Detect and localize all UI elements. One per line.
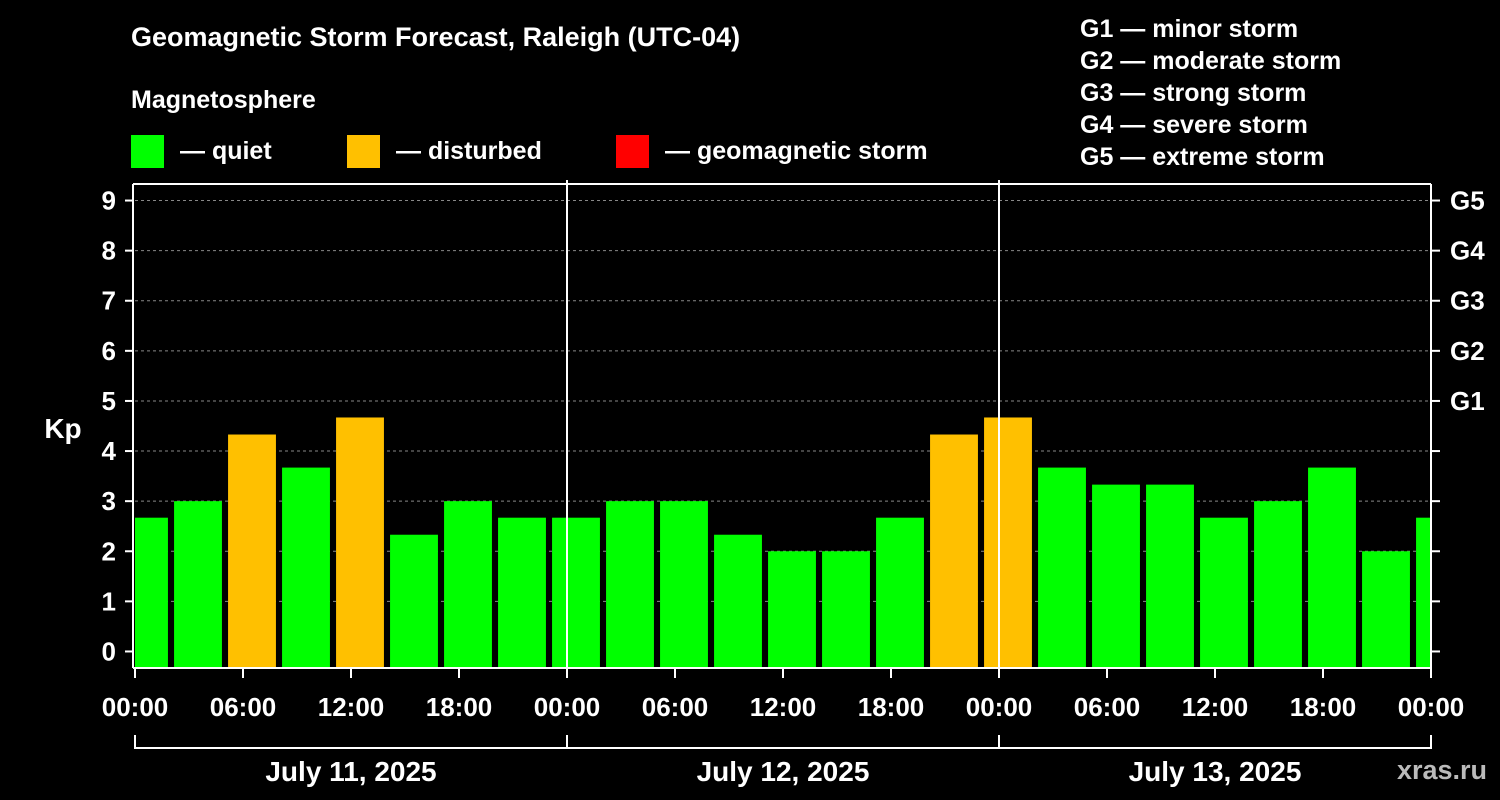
bar-8	[552, 517, 600, 668]
xtick-label-12: 00:00	[1398, 692, 1465, 722]
legend-quiet-label: — quiet	[180, 136, 272, 165]
bar-5	[390, 534, 438, 668]
bar-21	[1254, 501, 1302, 668]
legend-quiet: — quiet	[131, 134, 272, 168]
ytick-label-6: 6	[102, 336, 116, 366]
y-axis-label: Kp	[44, 413, 81, 444]
xtick-label-6: 12:00	[750, 692, 817, 722]
xtick-label-8: 00:00	[966, 692, 1033, 722]
right-label-g3: G3	[1450, 286, 1485, 316]
bar-10	[660, 501, 708, 668]
day-label-1: July 12, 2025	[697, 756, 870, 787]
xtick-label-3: 18:00	[426, 692, 493, 722]
g1-legend: G1 — minor storm	[1080, 15, 1299, 43]
g-scale-legend: G1 — minor storm G2 — moderate storm G3 …	[1080, 13, 1341, 173]
legend-storm: — geomagnetic storm	[616, 134, 928, 168]
watermark: xras.ru	[1396, 755, 1487, 785]
xtick-label-10: 12:00	[1182, 692, 1249, 722]
bar-17	[1038, 467, 1086, 668]
g3-legend: G3 — strong storm	[1080, 79, 1307, 107]
bar-13	[822, 551, 870, 668]
bar-6	[444, 501, 492, 668]
ytick-label-7: 7	[102, 286, 116, 316]
xtick-label-5: 06:00	[642, 692, 709, 722]
day-label-2: July 13, 2025	[1129, 756, 1302, 787]
bar-18	[1092, 484, 1140, 668]
bar-4	[336, 417, 384, 668]
right-label-g5: G5	[1450, 186, 1485, 216]
right-label-g2: G2	[1450, 336, 1485, 366]
g5-legend: G5 — extreme storm	[1080, 143, 1325, 171]
legend-heading: Magnetosphere	[131, 86, 316, 114]
bar-7	[498, 517, 546, 668]
legend-storm-label: — geomagnetic storm	[665, 136, 928, 165]
ytick-label-5: 5	[102, 386, 116, 416]
xtick-label-11: 18:00	[1290, 692, 1357, 722]
ytick-label-0: 0	[102, 636, 116, 666]
ytick-label-8: 8	[102, 236, 116, 266]
legend-quiet-swatch	[131, 134, 164, 168]
xtick-label-9: 06:00	[1074, 692, 1141, 722]
legend-disturbed-swatch	[347, 134, 380, 168]
ytick-label-4: 4	[102, 436, 117, 466]
axes: 0 1 2 3 4 5 6 7 8 9 G1 G2 G3 G4 G5 Kp 00:00 06:00 12:00 18:…	[44, 186, 1485, 787]
bar-16	[984, 417, 1032, 668]
right-label-g4: G4	[1450, 236, 1485, 266]
bar-22	[1308, 467, 1356, 668]
bar-3	[282, 467, 330, 668]
bar-12	[768, 551, 816, 668]
bar-series	[135, 417, 1431, 668]
bar-24	[1416, 517, 1431, 668]
bar-2	[228, 434, 276, 668]
ytick-label-1: 1	[102, 586, 116, 616]
legend-storm-swatch	[616, 134, 649, 168]
xtick-label-4: 00:00	[534, 692, 601, 722]
chart-title: Geomagnetic Storm Forecast, Raleigh (UTC…	[131, 22, 741, 52]
legend-disturbed-label: — disturbed	[396, 136, 542, 165]
bar-0	[135, 517, 168, 668]
bar-15	[930, 434, 978, 668]
legend-disturbed: — disturbed	[347, 134, 542, 168]
bar-23	[1362, 551, 1410, 668]
ytick-label-3: 3	[102, 486, 116, 516]
day-label-0: July 11, 2025	[265, 756, 436, 787]
g4-legend: G4 — severe storm	[1080, 111, 1308, 139]
xtick-label-2: 12:00	[318, 692, 385, 722]
g2-legend: G2 — moderate storm	[1080, 47, 1342, 75]
bar-1	[174, 501, 222, 668]
ytick-label-9: 9	[102, 186, 116, 216]
bar-9	[606, 501, 654, 668]
bar-11	[714, 534, 762, 668]
xtick-label-0: 00:00	[102, 692, 169, 722]
bar-14	[876, 517, 924, 668]
xtick-label-7: 18:00	[858, 692, 925, 722]
bar-19	[1146, 484, 1194, 668]
xtick-label-1: 06:00	[210, 692, 277, 722]
bar-20	[1200, 517, 1248, 668]
ytick-label-2: 2	[102, 536, 116, 566]
right-label-g1: G1	[1450, 386, 1485, 416]
